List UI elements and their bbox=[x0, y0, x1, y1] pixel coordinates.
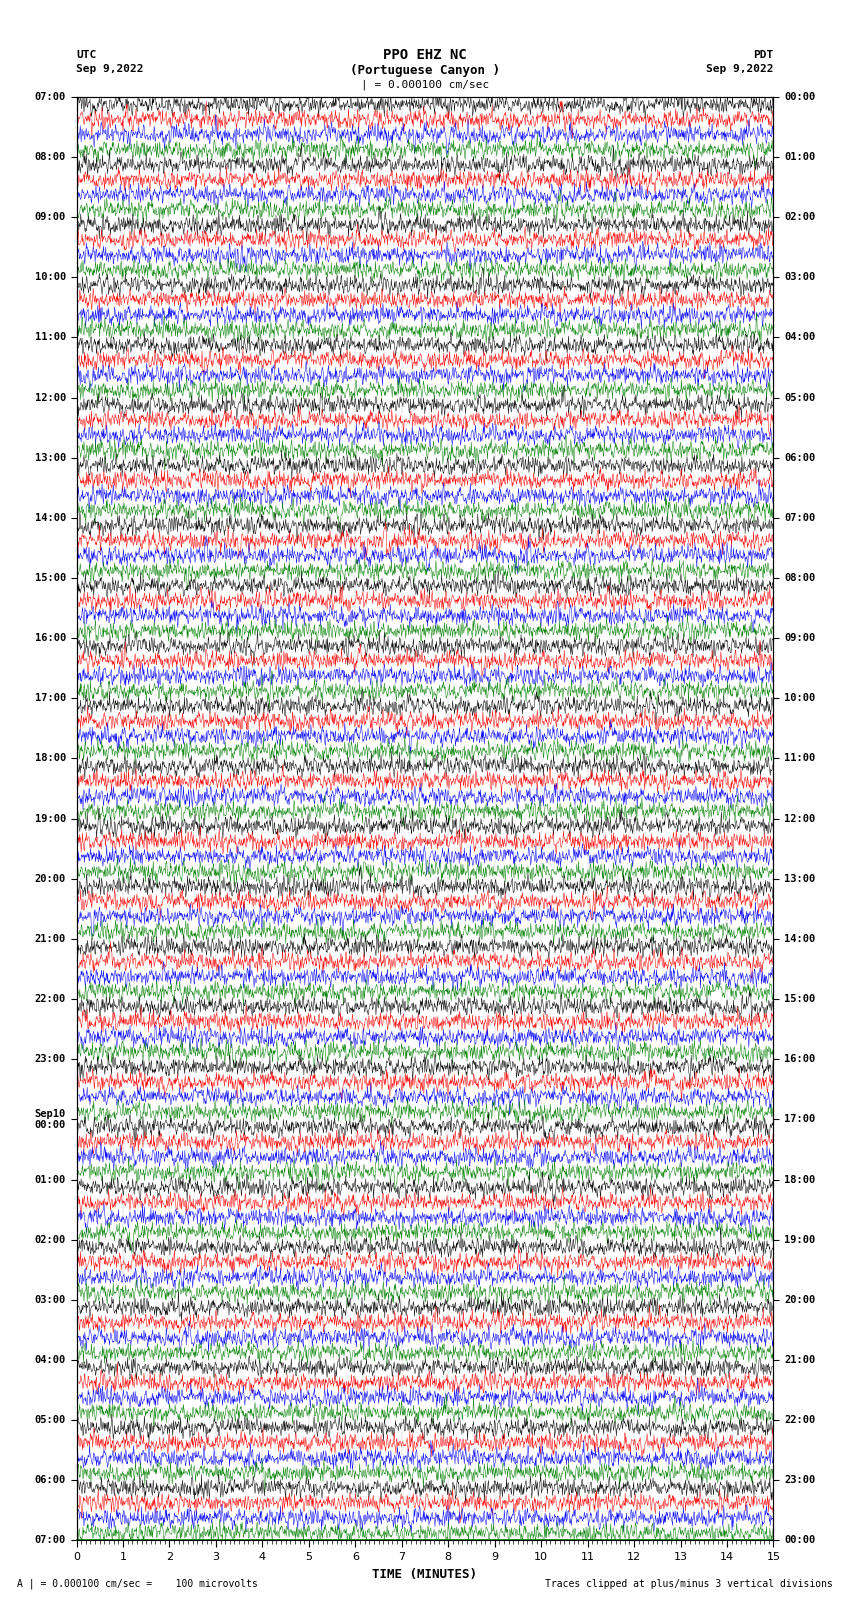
Text: Traces clipped at plus/minus 3 vertical divisions: Traces clipped at plus/minus 3 vertical … bbox=[545, 1579, 833, 1589]
Text: Sep 9,2022: Sep 9,2022 bbox=[76, 65, 144, 74]
Text: (Portuguese Canyon ): (Portuguese Canyon ) bbox=[350, 63, 500, 77]
Text: | = 0.000100 cm/sec: | = 0.000100 cm/sec bbox=[361, 79, 489, 90]
Text: PDT: PDT bbox=[753, 50, 774, 60]
Text: Sep 9,2022: Sep 9,2022 bbox=[706, 65, 774, 74]
Text: PPO EHZ NC: PPO EHZ NC bbox=[383, 48, 467, 63]
Text: A | = 0.000100 cm/sec =    100 microvolts: A | = 0.000100 cm/sec = 100 microvolts bbox=[17, 1579, 258, 1589]
X-axis label: TIME (MINUTES): TIME (MINUTES) bbox=[372, 1568, 478, 1581]
Text: UTC: UTC bbox=[76, 50, 97, 60]
